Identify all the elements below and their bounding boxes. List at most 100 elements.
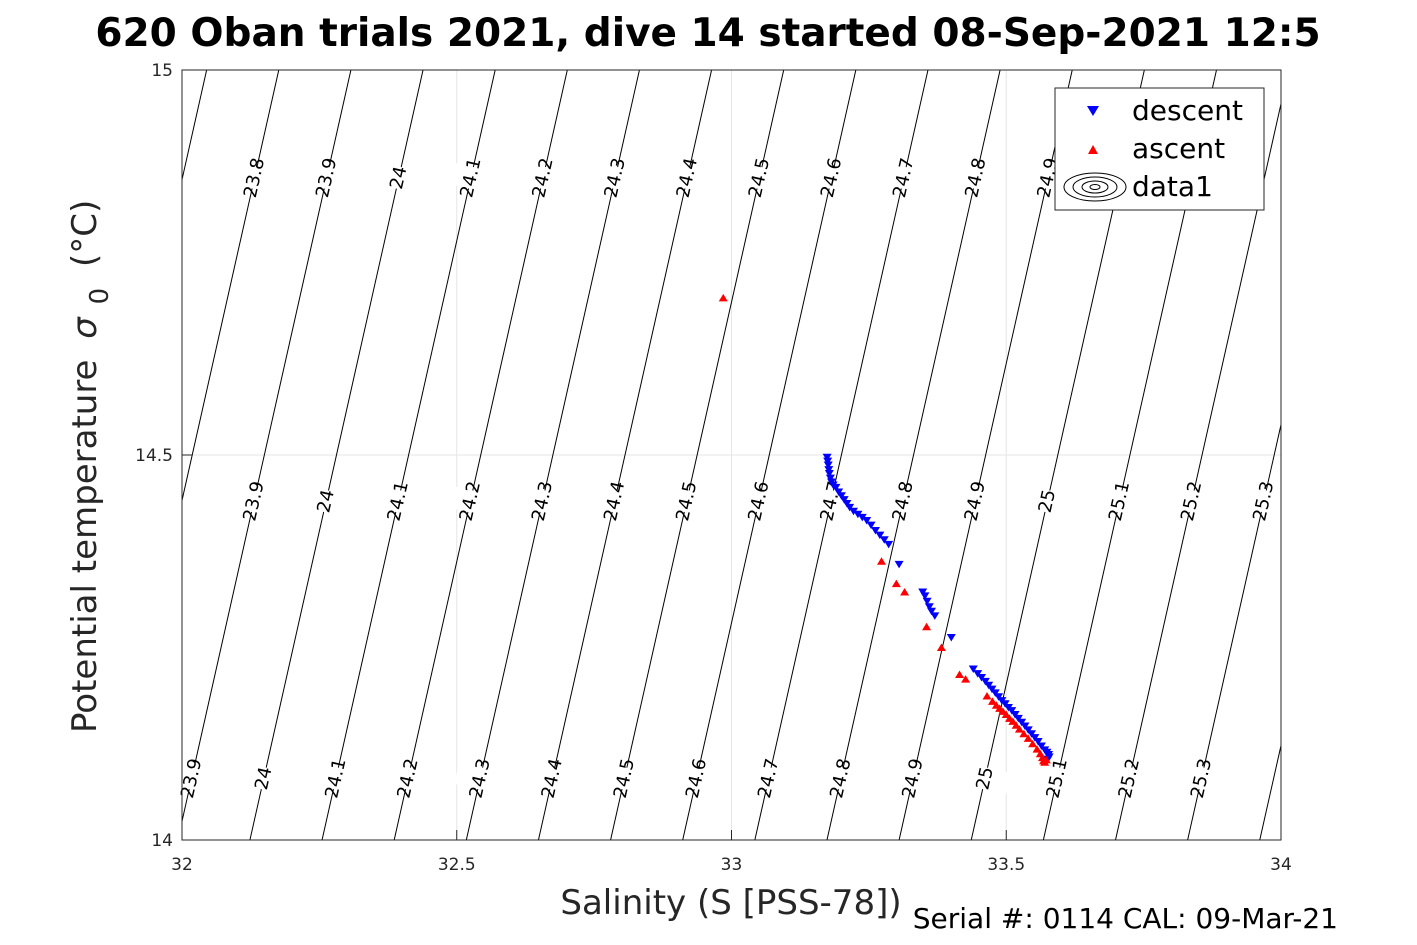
grid-lines — [182, 70, 1281, 840]
y-axis-label-main: Potential temperature — [65, 360, 105, 733]
contour-line — [610, 70, 785, 840]
descent-point — [848, 507, 858, 516]
descent-point — [875, 531, 885, 540]
descent-point — [870, 526, 880, 535]
contour-label-bg — [950, 161, 1002, 194]
contour-line — [321, 70, 496, 840]
ascent-point — [900, 588, 910, 596]
descent-point — [834, 488, 844, 496]
descent-point — [857, 513, 867, 522]
y-tick-label: 15 — [151, 61, 173, 81]
descent-point — [1000, 700, 1010, 708]
contour-label-bg — [526, 762, 579, 795]
contour-label-bg — [372, 485, 425, 518]
contour-line — [1332, 70, 1417, 840]
descent-point — [930, 612, 940, 620]
contour-line — [249, 70, 424, 840]
contour-label-bg — [300, 161, 353, 194]
descent-point — [987, 685, 997, 694]
descent-point — [839, 496, 849, 504]
contour-label-bg — [887, 762, 939, 795]
descent-point — [990, 689, 1000, 697]
contour-label-bg — [733, 161, 786, 194]
contour-label-bg — [949, 485, 1002, 518]
contour-label-bg — [805, 161, 858, 194]
contour-line — [0, 70, 62, 840]
descent-point — [980, 677, 990, 686]
svg-text:Potential temperature σ: Potential temperature σ 0 (°C) — [65, 200, 117, 733]
descent-point — [823, 461, 833, 470]
contour-line — [182, 70, 352, 824]
descent-point — [884, 540, 894, 549]
y-axis-label-unit: (°C) — [65, 200, 105, 267]
legend-ascent-marker — [1088, 145, 1098, 154]
contour-line — [826, 70, 1001, 840]
descent-point — [831, 483, 841, 492]
contour-label-bg — [660, 485, 713, 518]
x-tick-label: 33 — [721, 855, 743, 875]
descent-point — [836, 492, 846, 500]
contour-label-bg — [516, 485, 569, 518]
descent-point — [984, 681, 994, 690]
descent-point — [824, 466, 834, 474]
contour-label-bg — [300, 485, 352, 518]
legend: descent ascent data1 — [1054, 87, 1265, 211]
ascent-point — [936, 643, 946, 651]
contour-label: 24 — [386, 164, 412, 191]
contour-label: 25 — [972, 765, 998, 792]
ascent-point — [1014, 725, 1024, 733]
descent-point — [862, 516, 872, 525]
contour-label: 24 — [251, 765, 277, 792]
contour-label-bg — [742, 762, 795, 795]
contour-label-bg — [228, 485, 280, 518]
contour-label-bg — [517, 161, 569, 194]
x-tick-label: 33.5 — [987, 855, 1025, 875]
contour-line — [537, 70, 713, 840]
y-tick-label: 14 — [151, 831, 173, 851]
legend-data1-label: data1 — [1132, 170, 1213, 203]
descent-point — [825, 474, 835, 483]
descent-point — [924, 603, 934, 611]
descent-point — [922, 597, 932, 606]
contour-line — [754, 70, 929, 840]
contour-label: 24 — [313, 488, 339, 515]
legend-contour-icon — [1063, 172, 1127, 202]
descent-point — [1023, 726, 1033, 734]
serial-cal-footer: Serial #: 0114 CAL: 09-Mar-21 — [913, 902, 1338, 935]
descent-point — [1033, 737, 1043, 746]
contour-label-bg — [1031, 762, 1084, 795]
y-axis-label-sigma: σ — [65, 316, 105, 339]
contour-line — [1404, 70, 1417, 840]
contour-label-bg — [165, 762, 218, 795]
data-points — [718, 293, 1054, 766]
contour-label-bg — [661, 161, 714, 194]
descent-point — [1020, 722, 1030, 731]
ascent-point — [1019, 729, 1029, 738]
ascent-point — [922, 622, 932, 631]
descent-point — [823, 457, 833, 466]
ascent-point — [891, 579, 901, 588]
contour-label-bg — [1165, 485, 1218, 518]
contour-label-bg — [445, 161, 497, 194]
contour-line — [1259, 743, 1281, 840]
contour-line — [182, 70, 208, 182]
y-tick-label: 14.5 — [135, 446, 173, 466]
ascent-point — [961, 675, 971, 683]
contour-label-bg — [588, 485, 641, 518]
contour-label-bg — [237, 762, 290, 795]
descent-point — [1007, 707, 1017, 715]
descent-point — [1027, 730, 1037, 738]
contour-label-bg — [589, 161, 642, 194]
contour-label-bg — [382, 762, 434, 795]
descent-point — [866, 521, 876, 530]
y-axis-ticks: 14 14.5 15 — [135, 61, 192, 851]
x-axis-label: Salinity (S [PSS-78]) — [560, 883, 901, 923]
descent-point — [842, 500, 852, 508]
contour-label-bg — [310, 762, 362, 795]
contour-line — [182, 70, 280, 503]
ascent-point — [955, 670, 965, 678]
ascent-point — [877, 557, 887, 565]
ascent-point — [718, 293, 728, 302]
contour-label-bg — [1103, 762, 1156, 795]
